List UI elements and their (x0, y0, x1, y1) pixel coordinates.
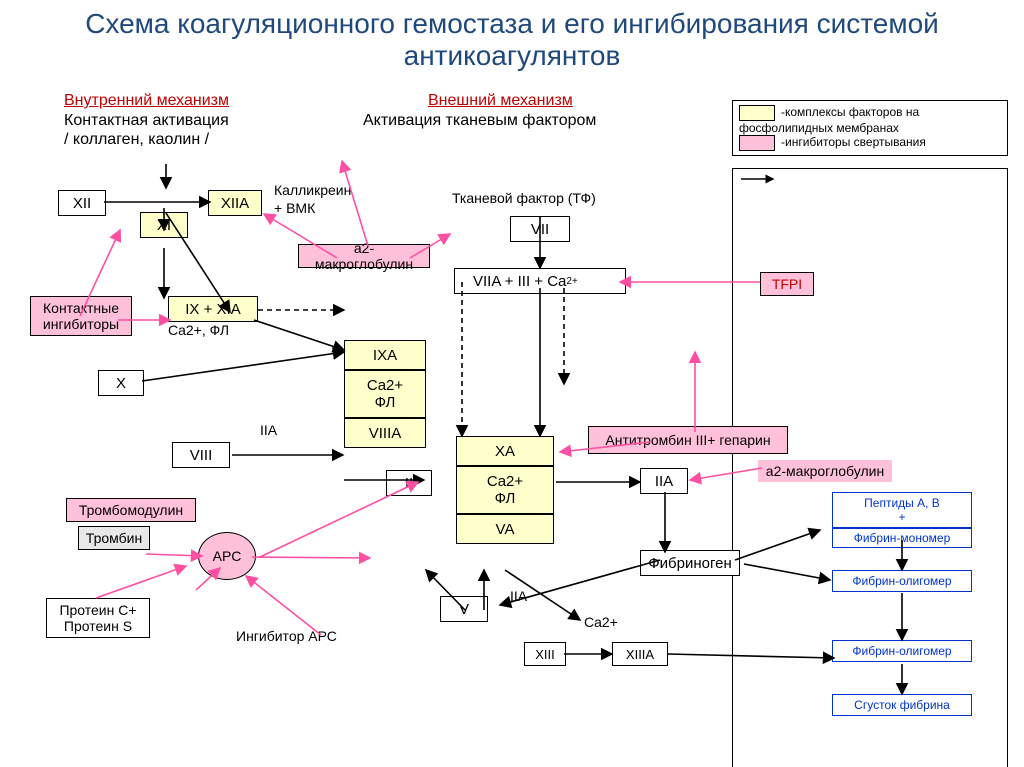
label-tf: Тканевой фактор (ТФ) (452, 190, 596, 206)
intrinsic-sub1: Контактная активация (64, 112, 229, 130)
extrinsic-heading: Внешний механизм (428, 92, 573, 110)
node-a2mg-top: а2-макроглобулин (298, 244, 430, 268)
node-apc: АРС (198, 532, 256, 580)
extrinsic-sub: Активация тканевым фактором (363, 112, 596, 130)
label-ca-fl: Ca2+, ФЛ (168, 322, 229, 338)
legend-colors: -комплексы факторов на фосфолипидных мем… (732, 100, 1008, 156)
label-iia-2: IIA (510, 588, 527, 604)
node-peptides: Пептиды А, В + (832, 492, 972, 528)
node-cafl1: Ca2+ ФЛ (344, 370, 426, 418)
node-fibrinogen: Фибриноген (640, 550, 740, 576)
label-vmk: + ВМК (274, 200, 315, 216)
node-fib-poly: Фибрин-олигомер (832, 640, 972, 662)
node-xiiia: XIIIA (612, 642, 668, 666)
node-ixa: IXA (344, 340, 426, 370)
label-apc-inh: Ингибитор АРС (236, 628, 337, 644)
node-cafl2: Ca2+ ФЛ (456, 466, 554, 514)
node-xiia: XIIA (208, 190, 262, 216)
node-iia: IIA (640, 468, 688, 494)
node-xiii: XIII (524, 642, 566, 666)
node-contact-inh: Контактные ингибиторы (30, 296, 132, 336)
node-xi: XI (140, 212, 188, 238)
intrinsic-heading: Внутренний механизм (64, 92, 229, 110)
node-thrombin: Тромбин (78, 526, 150, 550)
node-clot: Сгусток фибрина (832, 694, 972, 716)
node-ix-xia: IX + XIA (168, 296, 258, 322)
node-protein: Протеин С+ Протеин S (46, 598, 150, 638)
label-ca2: Ca2+ (584, 614, 618, 630)
node-ii: II (386, 470, 432, 496)
node-vii: VII (510, 216, 570, 242)
node-xii: XII (58, 190, 106, 216)
node-viii: VIII (172, 442, 230, 468)
node-fib-mono: Фибрин-мономер (832, 528, 972, 548)
label-kallikrein: Калликреин (274, 182, 351, 198)
node-viiia: VIIIA (344, 418, 426, 448)
label-iia-1: IIA (260, 422, 277, 438)
node-atiii: Антитромбин III+ гепарин (588, 426, 788, 454)
node-xa: XA (456, 436, 554, 466)
node-fib-oligo: Фибрин-олигомер (832, 570, 972, 592)
node-viia: VIIA + III + Ca2+ (454, 268, 626, 294)
node-va: VA (456, 514, 554, 544)
page-title: Схема коагуляционного гемостаза и его ин… (0, 8, 1024, 72)
node-tm: Тромбомодулин (66, 498, 196, 522)
node-a2mg-bot: а2-макроглобулин (758, 460, 892, 482)
node-v: V (440, 596, 488, 622)
node-x: X (98, 370, 144, 396)
node-tfpi: TFPI (760, 272, 814, 296)
intrinsic-sub2: / коллаген, каолин / (64, 131, 209, 149)
